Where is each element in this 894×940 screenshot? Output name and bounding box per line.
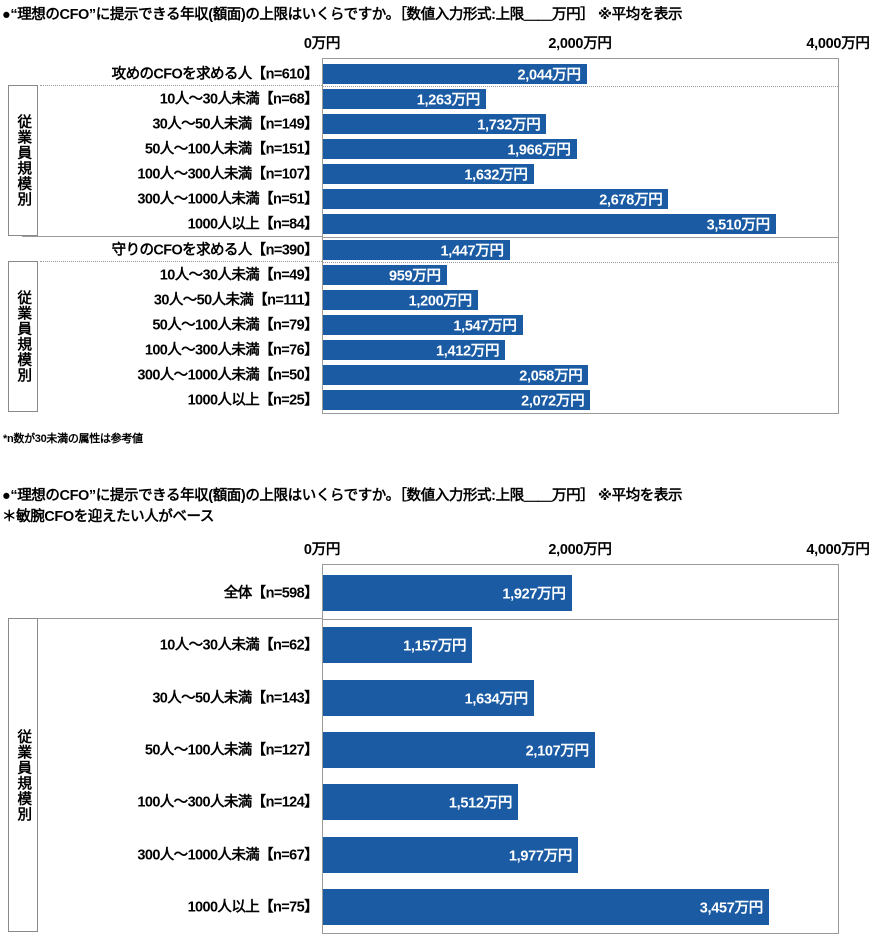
row-label: 全体【n=598】 [223,585,319,602]
bar: 1,632万円 [323,164,534,185]
bar: 1,200万円 [323,289,478,310]
row-label: 攻めのCFOを求める人【n=610】 [111,66,319,83]
bar-value-label: 2,072万円 [521,393,585,410]
row-label: 1000人以上【n=75】 [187,899,319,916]
bar: 2,044万円 [323,63,587,84]
bar-value-label: 1,547万円 [453,318,517,335]
row-label: 300人～1000人未満【n=51】 [137,191,318,208]
row-label: 10人～30人未満【n=62】 [159,637,319,654]
row-label: 300人～1000人未満【n=50】 [137,367,318,384]
chart-2-axis-tick-0: 0万円 [303,542,341,558]
row-label: 100人～300人未満【n=124】 [137,794,318,811]
dotted-separator [323,262,838,264]
row-label: 30人～50人未満【n=149】 [152,116,318,133]
bar: 3,457万円 [323,888,769,925]
chart-1-axis: 0万円 2,000万円 4,000万円 [0,32,894,54]
chart-1-axis-tick-2: 4,000万円 [806,36,870,52]
bar: 1,512万円 [323,784,519,821]
row-label: 50人～100人未満【n=79】 [152,317,318,334]
bar-value-label: 1,634万円 [464,691,528,708]
bar-value-label: 3,510万円 [706,217,770,234]
section-divider [323,237,838,238]
bar-value-label: 1,732万円 [477,117,541,134]
bar: 1,447万円 [323,239,510,260]
bar: 1,634万円 [323,679,534,716]
row-label: 10人～30人未満【n=68】 [159,91,319,108]
row-label: 50人～100人未満【n=127】 [144,742,319,759]
section-divider-outer [22,618,322,620]
bar-value-label: 1,447万円 [440,243,504,260]
bar-value-label: 1,632万円 [464,167,528,184]
row-label: 1000人以上【n=25】 [187,392,319,409]
section-divider [323,619,838,621]
dotted-separator [323,86,838,88]
bar-value-label: 1,512万円 [448,795,513,812]
bar: 2,107万円 [323,732,595,768]
bar: 2,678万円 [323,189,669,210]
employee-size-group-bracket: 従業員規模別 [8,618,38,932]
chart-1-footnote: *n数が30未満の属性は参考値 [3,433,143,445]
row-label: 1000人以上【n=84】 [187,216,319,233]
chart-2-subtitle: ＊敏腕CFOを迎えたい人がベース [2,509,214,525]
row-label: 30人～50人未満【n=143】 [152,690,318,707]
row-label: 30人～50人未満【n=111】 [153,292,319,309]
bar-value-label: 2,107万円 [525,743,589,760]
bar: 1,263万円 [323,88,486,109]
bar-value-label: 1,966万円 [507,142,571,159]
bar: 1,927万円 [323,575,572,612]
group-bracket-label: 従業員規模別 [15,290,32,384]
bar: 2,058万円 [323,365,589,386]
row-label: 10人～30人未満【n=49】 [159,267,319,284]
bar: 1,157万円 [323,627,473,664]
row-label: 守りのCFOを求める人【n=390】 [111,242,319,259]
chart-2-axis: 0万円 2,000万円 4,000万円 [0,538,894,560]
dotted-separator-outer [40,261,322,263]
bar-value-label: 3,457万円 [699,900,763,917]
bar-value-label: 1,412万円 [435,343,500,360]
bar-value-label: 1,263万円 [416,92,480,109]
bar-value-label: 1,977万円 [508,848,573,865]
bar-value-label: 1,200万円 [408,293,472,310]
row-label: 300人～1000人未満【n=67】 [137,847,318,864]
bar-value-label: 1,927万円 [502,586,566,603]
bar: 1,412万円 [323,340,506,361]
section-divider-outer [22,236,322,237]
chart-2-axis-tick-2: 4,000万円 [806,542,870,558]
chart-2-title: ●“理想のCFO”に提示できる年収(額面)の上限はいくらですか。［数値入力形式:… [2,488,683,504]
bar: 1,547万円 [323,315,523,335]
group-bracket-label: 従業員規模別 [15,728,32,822]
bar: 959万円 [323,264,447,285]
chart-1-plot-area: 2,044万円 1,263万円 1,732万円 1,966万円 1,632万円 2,678… [322,58,839,414]
chart-2-plot-area: 1,927万円 1,157万円 1,634万円 2,107万円 1,512万円 1,977… [322,564,839,934]
bar-value-label: 2,678万円 [599,192,663,209]
bar-value-label: 959万円 [389,268,441,285]
bar: 2,072万円 [323,390,591,411]
row-label: 100人～300人未満【n=76】 [144,342,319,359]
row-label: 50人～100人未満【n=151】 [144,141,319,158]
dotted-separator-outer [40,85,322,87]
chart-1-axis-tick-1: 2,000万円 [548,36,612,52]
group-bracket-label: 従業員規模別 [15,114,32,208]
bar: 3,510万円 [323,214,776,235]
chart-2-axis-tick-1: 2,000万円 [548,542,612,558]
employee-size-group-bracket: 従業員規模別 [8,85,38,236]
bar: 1,966万円 [323,139,577,159]
bar: 1,732万円 [323,113,547,134]
chart-1-axis-tick-0: 0万円 [303,36,341,52]
employee-size-group-bracket: 従業員規模別 [8,261,38,412]
bar-value-label: 1,157万円 [403,638,467,655]
bar-value-label: 2,044万円 [517,67,581,84]
row-label: 100人～300人未満【n=107】 [137,166,318,183]
bar: 1,977万円 [323,836,579,873]
chart-1-title: ●“理想のCFO”に提示できる年収(額面)の上限はいくらですか。［数値入力形式:… [2,7,683,23]
bar-value-label: 2,058万円 [519,368,583,385]
